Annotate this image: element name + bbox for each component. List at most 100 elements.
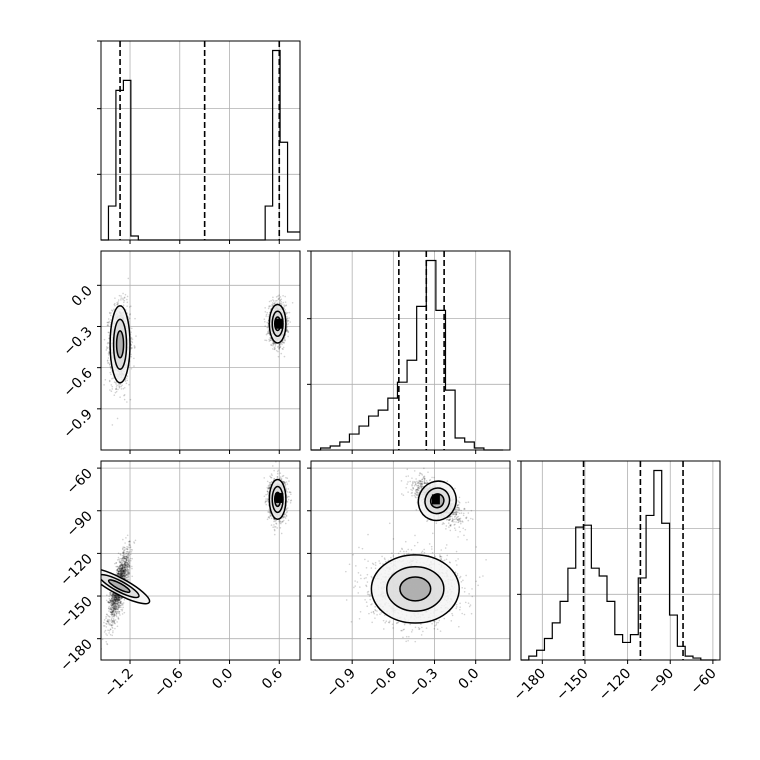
sample-point — [115, 562, 118, 564]
sample-point — [127, 569, 130, 572]
sample-point — [112, 610, 114, 613]
sample-point — [283, 342, 285, 344]
sample-point — [119, 564, 122, 567]
sample-point — [126, 548, 129, 550]
sample-point — [120, 598, 123, 600]
sample-point — [275, 296, 278, 298]
sample-point — [111, 620, 114, 622]
sample-point — [122, 604, 124, 606]
sample-point — [118, 385, 120, 387]
sample-point — [111, 613, 114, 616]
sample-point — [126, 379, 129, 382]
sample-point — [122, 571, 125, 574]
sample-point — [281, 343, 283, 346]
sample-point — [115, 595, 118, 598]
sample-point — [284, 309, 286, 311]
sample-point — [108, 621, 110, 623]
sample-point — [122, 555, 125, 558]
sample-point — [120, 563, 123, 566]
histogram-2 — [311, 259, 504, 451]
sample-point — [111, 624, 114, 626]
pair-panel-1 — [100, 250, 301, 451]
sample-point — [116, 568, 119, 571]
sample-point — [279, 299, 282, 302]
sample-point — [124, 568, 127, 571]
sample-point — [127, 551, 130, 553]
sample-point — [282, 341, 284, 343]
sample-point — [278, 347, 281, 350]
sample-point — [126, 564, 128, 567]
sample-point — [123, 564, 126, 567]
sample-point — [278, 346, 280, 349]
sample-point — [119, 557, 122, 560]
sample-point — [108, 601, 110, 604]
sample-point — [121, 572, 124, 575]
sample-point — [116, 602, 119, 605]
sample-point — [131, 557, 133, 560]
sample-point — [130, 553, 132, 556]
sample-point — [118, 606, 121, 609]
sample-point — [120, 563, 122, 565]
sample-point — [125, 564, 128, 566]
sample-point — [116, 597, 118, 600]
sample-point — [111, 626, 113, 629]
sample-point — [111, 612, 113, 615]
sample-point — [275, 349, 278, 352]
sample-point — [121, 554, 124, 557]
sample-point — [110, 621, 113, 624]
sample-point — [127, 277, 130, 280]
sample-point — [119, 573, 121, 576]
sample-point — [114, 562, 116, 565]
sample-point — [116, 595, 118, 598]
sample-point — [125, 561, 128, 563]
sample-point — [105, 599, 108, 602]
sample-point — [125, 569, 128, 571]
sample-point — [116, 417, 119, 420]
sample-point — [109, 628, 112, 631]
sample-point — [114, 597, 116, 599]
sample-point — [123, 555, 125, 558]
sample-point — [113, 595, 116, 597]
sample-point — [106, 620, 109, 622]
sample-point — [106, 613, 108, 616]
sample-point — [112, 377, 115, 379]
sample-point — [111, 604, 114, 607]
sample-point — [124, 561, 127, 563]
sample-point — [118, 596, 121, 599]
sample-point — [120, 568, 122, 570]
sample-point — [122, 559, 124, 562]
sample-point — [108, 607, 110, 610]
sample-point — [273, 302, 276, 305]
sample-point — [118, 568, 121, 570]
sample-point — [125, 565, 128, 568]
sample-point — [120, 575, 123, 578]
sample-point — [121, 384, 123, 386]
sample-point — [125, 555, 128, 557]
sample-point — [264, 311, 267, 313]
sample-point — [116, 597, 119, 599]
sample-point — [109, 594, 112, 596]
sample-point — [134, 317, 136, 320]
sample-point — [121, 574, 123, 577]
sample-point — [105, 633, 107, 635]
sample-point — [123, 572, 126, 575]
sample-point — [116, 610, 119, 613]
sample-point — [115, 599, 118, 601]
sample-point — [114, 599, 116, 601]
sample-point — [131, 567, 133, 570]
sample-point — [123, 556, 126, 559]
sample-point — [120, 569, 123, 572]
sample-point — [111, 608, 113, 610]
sample-point — [117, 606, 120, 608]
sample-point — [128, 553, 130, 555]
sample-point — [113, 619, 115, 621]
sample-point — [128, 551, 130, 554]
sample-point — [117, 301, 120, 303]
sample-point — [119, 553, 122, 555]
sample-point — [115, 614, 118, 616]
sample-point — [128, 572, 131, 574]
sample-point — [103, 619, 106, 621]
sample-point — [124, 569, 126, 571]
sample-point — [118, 570, 120, 572]
